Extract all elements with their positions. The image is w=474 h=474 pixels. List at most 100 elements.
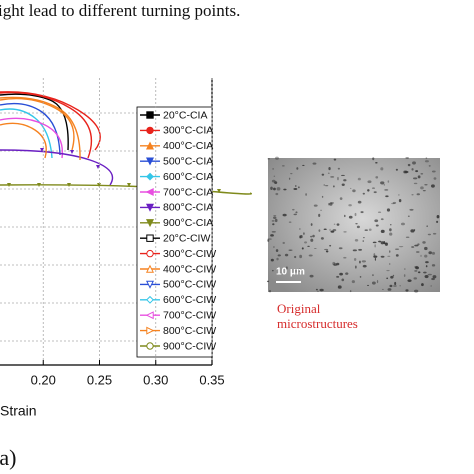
legend-marker bbox=[145, 141, 155, 150]
particle bbox=[405, 289, 409, 292]
particle bbox=[275, 249, 279, 253]
particle bbox=[307, 245, 310, 247]
particle bbox=[270, 258, 274, 262]
particle bbox=[431, 264, 436, 267]
particle bbox=[313, 204, 318, 207]
particle bbox=[420, 186, 424, 190]
legend-label: 400°C-CIW bbox=[163, 263, 216, 275]
particle bbox=[276, 187, 281, 191]
x-axis-label: Strain bbox=[0, 403, 37, 419]
particle bbox=[374, 257, 377, 261]
particle bbox=[417, 243, 420, 246]
x-tick-label: 0.35 bbox=[199, 372, 224, 387]
particle bbox=[319, 288, 324, 292]
particle bbox=[398, 199, 402, 203]
particle bbox=[302, 164, 305, 167]
particle bbox=[359, 276, 362, 278]
particle bbox=[389, 263, 391, 265]
particle bbox=[333, 185, 335, 188]
legend-marker bbox=[146, 249, 154, 258]
particle bbox=[282, 241, 285, 245]
legend-label: 300°C-CIA bbox=[163, 125, 213, 137]
particle bbox=[380, 241, 385, 245]
particle bbox=[387, 255, 391, 257]
particle bbox=[292, 208, 295, 211]
particle bbox=[424, 274, 429, 279]
particle bbox=[267, 158, 270, 160]
particle bbox=[333, 158, 337, 161]
legend-marker bbox=[145, 219, 155, 228]
particle bbox=[378, 240, 382, 243]
particle bbox=[433, 177, 437, 180]
particle bbox=[282, 213, 287, 217]
legend-label: 800°C-CIA bbox=[163, 202, 213, 214]
particle bbox=[351, 280, 355, 284]
particle bbox=[310, 238, 314, 242]
particle bbox=[375, 224, 379, 227]
micrograph: 10 μm bbox=[266, 156, 440, 293]
particle bbox=[358, 248, 363, 251]
particle bbox=[431, 277, 435, 281]
particle bbox=[352, 249, 357, 252]
particle bbox=[384, 189, 389, 191]
particle bbox=[275, 156, 279, 160]
particle bbox=[366, 284, 370, 286]
particle bbox=[293, 213, 297, 216]
particle bbox=[424, 160, 429, 163]
particle bbox=[333, 223, 336, 225]
particle bbox=[395, 168, 398, 171]
particle bbox=[407, 279, 412, 282]
particle bbox=[270, 186, 273, 190]
particle bbox=[395, 254, 399, 257]
legend-label: 400°C-CIA bbox=[163, 140, 213, 152]
particle bbox=[417, 175, 421, 179]
particle bbox=[383, 240, 386, 245]
particle bbox=[417, 271, 421, 274]
particle bbox=[389, 232, 393, 236]
particle bbox=[359, 260, 361, 264]
particle bbox=[354, 238, 359, 242]
particle bbox=[325, 250, 329, 253]
particle bbox=[290, 173, 293, 175]
particle bbox=[298, 268, 301, 272]
legend-marker bbox=[146, 295, 154, 304]
legend-marker bbox=[146, 342, 154, 350]
particle bbox=[363, 236, 365, 239]
particle bbox=[309, 274, 314, 278]
legend-marker bbox=[145, 187, 154, 197]
particle bbox=[277, 254, 281, 257]
particle bbox=[426, 225, 428, 227]
particle bbox=[343, 179, 347, 182]
particle bbox=[274, 218, 278, 223]
particle bbox=[407, 163, 411, 167]
particle bbox=[354, 212, 357, 217]
particle bbox=[288, 177, 291, 180]
particle bbox=[413, 182, 418, 185]
particle bbox=[274, 181, 278, 184]
particle bbox=[411, 168, 414, 171]
particle bbox=[350, 187, 352, 189]
particle bbox=[272, 223, 275, 226]
particle bbox=[422, 190, 426, 192]
particle bbox=[273, 216, 277, 219]
particle bbox=[414, 289, 419, 293]
particle bbox=[381, 288, 384, 290]
curve-markers bbox=[40, 148, 100, 169]
micrograph-image bbox=[268, 158, 440, 292]
particle bbox=[318, 213, 321, 218]
particle bbox=[288, 249, 293, 251]
particle bbox=[273, 175, 276, 177]
legend-marker bbox=[145, 311, 154, 320]
particle bbox=[405, 236, 410, 238]
particle bbox=[310, 235, 313, 238]
particle bbox=[328, 202, 330, 206]
plot-area: 20°C-CIA 300°C-CIA 400°C-CIA 500°C-CIA 600°C… bbox=[0, 78, 252, 366]
particle bbox=[427, 273, 432, 276]
particle bbox=[390, 224, 392, 226]
particle bbox=[412, 161, 416, 165]
particle bbox=[315, 288, 318, 291]
particle bbox=[423, 271, 427, 274]
particle bbox=[336, 275, 340, 278]
particle bbox=[337, 167, 340, 170]
